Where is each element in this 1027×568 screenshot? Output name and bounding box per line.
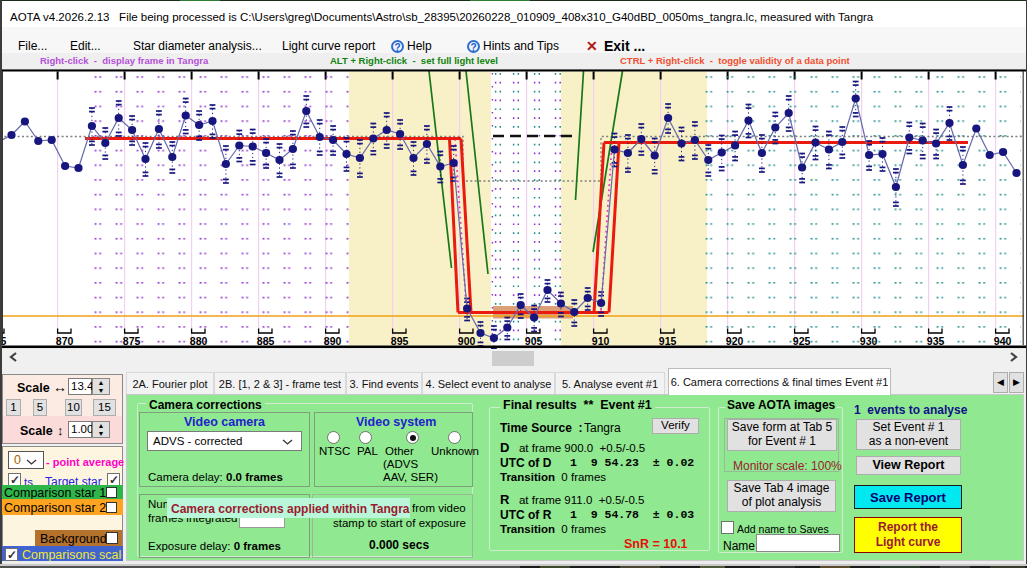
svg-text:875: 875: [123, 335, 141, 347]
svg-text:895: 895: [391, 335, 409, 347]
svg-text:920: 920: [726, 335, 744, 347]
svg-text:930: 930: [860, 335, 878, 347]
svg-text:870: 870: [56, 335, 74, 347]
svg-text:910: 910: [592, 335, 610, 347]
svg-text:935: 935: [927, 335, 945, 347]
svg-text:925: 925: [793, 335, 811, 347]
svg-text:915: 915: [659, 335, 677, 347]
svg-text:880: 880: [190, 335, 208, 347]
svg-text:890: 890: [324, 335, 342, 347]
svg-text:905: 905: [525, 335, 543, 347]
svg-text:900: 900: [458, 335, 476, 347]
svg-text:940: 940: [994, 335, 1012, 347]
svg-text:885: 885: [257, 335, 275, 347]
